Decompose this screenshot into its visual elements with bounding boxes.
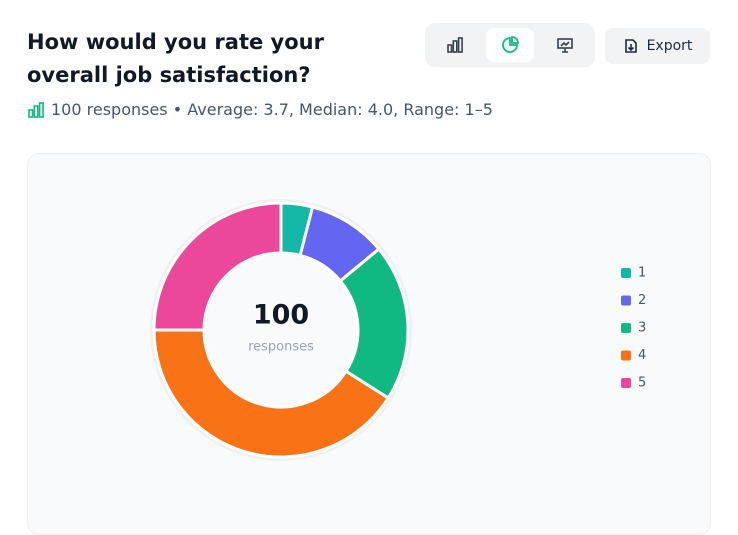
bar-view-button[interactable] xyxy=(431,28,479,62)
page: How would you rate your overall job sati… xyxy=(27,23,711,535)
donut-segment xyxy=(152,328,390,459)
legend-label: 5 xyxy=(638,376,646,391)
legend-label: 3 xyxy=(638,321,646,336)
trend-view-button[interactable] xyxy=(541,28,589,62)
chart: 1 2 3 4 5 100 responses xyxy=(150,199,646,461)
export-icon xyxy=(624,39,637,53)
legend-swatch xyxy=(621,350,631,361)
legend-swatch xyxy=(621,268,631,278)
legend-swatch xyxy=(621,323,631,333)
summary: 100 responses • Average: 3.7, Median: 4.… xyxy=(27,100,493,119)
bar-icon xyxy=(447,37,463,53)
legend-label: 4 xyxy=(638,348,646,363)
legend-label: 1 xyxy=(638,266,646,281)
legend-swatch xyxy=(621,295,631,306)
export-label: Export xyxy=(646,38,693,54)
summary-text: 100 responses • Average: 3.7, Median: 4.… xyxy=(51,100,493,119)
question-title: How would you rate your overall job sati… xyxy=(27,30,324,87)
donut-shadow xyxy=(150,199,412,461)
bars-icon xyxy=(28,101,44,118)
pie-view-button[interactable] xyxy=(486,28,534,62)
center-label: responses xyxy=(248,340,314,355)
trend-icon xyxy=(557,38,573,53)
center-total: 100 xyxy=(253,300,309,331)
pie-icon xyxy=(502,36,519,53)
view-toggle xyxy=(425,23,595,67)
legend-swatch xyxy=(621,378,631,388)
export-button[interactable]: Export xyxy=(605,28,710,64)
legend-label: 2 xyxy=(638,293,646,308)
donut-segment xyxy=(152,201,283,332)
